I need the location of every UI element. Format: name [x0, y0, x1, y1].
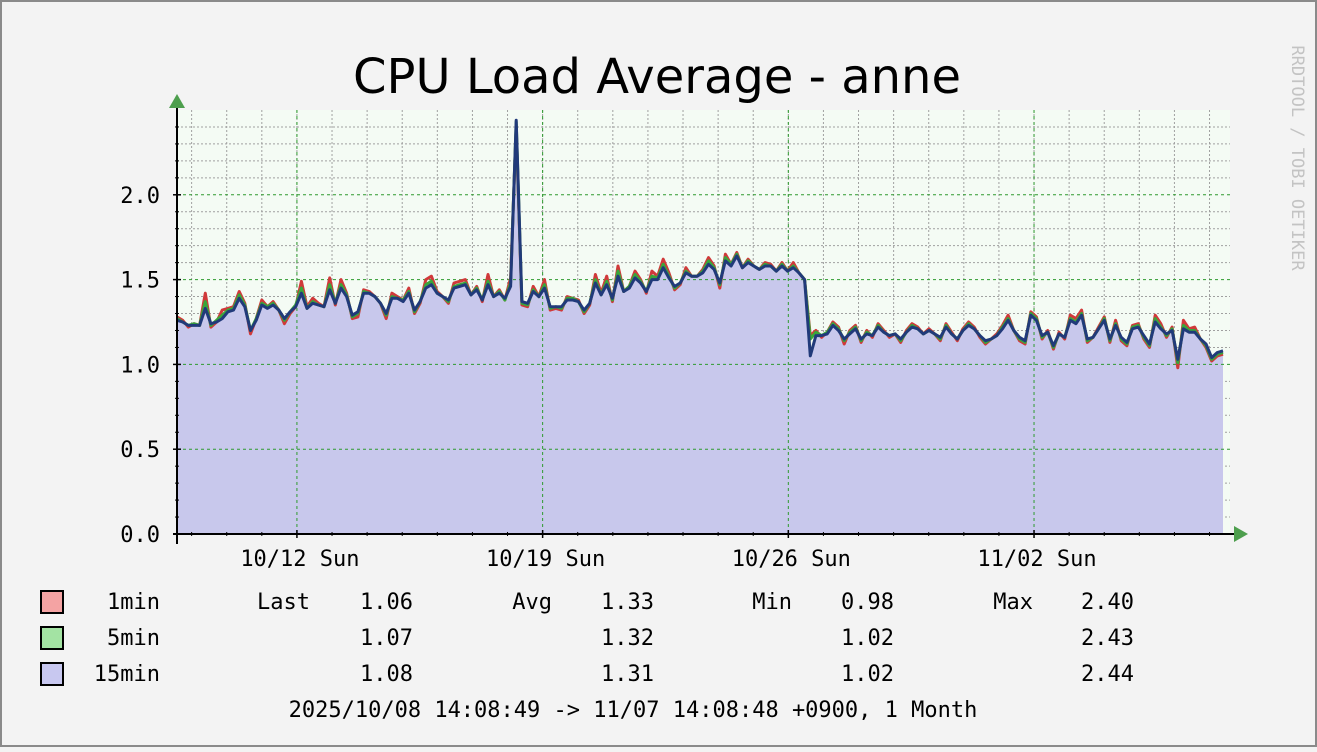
legend-avg-value: 1.31 — [601, 662, 654, 687]
x-tick-label: 10/26 Sun — [732, 547, 851, 572]
legend-avg-value: 1.33 — [601, 590, 654, 615]
legend-max-value: 2.44 — [1081, 662, 1134, 687]
legend-min-value: 0.98 — [841, 590, 894, 615]
legend-label-15min: 15min — [94, 662, 160, 687]
legend-avg-value: 1.32 — [601, 626, 654, 651]
legend-last-value: 1.08 — [360, 662, 413, 687]
y-axis-arrow-icon — [169, 94, 185, 108]
legend-last-label: Last — [257, 590, 310, 615]
legend-min-label: Min — [752, 590, 792, 615]
y-tick-label: 1.5 — [120, 269, 160, 294]
major-grid — [177, 110, 1230, 534]
chart-title: CPU Load Average - anne — [353, 49, 961, 105]
legend-min-value: 1.02 — [841, 626, 894, 651]
legend-label-1min: 1min — [107, 590, 160, 615]
x-axis-arrow-icon — [1234, 526, 1248, 542]
legend-last-value: 1.07 — [360, 626, 413, 651]
x-tick-label: 10/19 Sun — [486, 547, 605, 572]
series-15min-line — [176, 118, 1224, 361]
x-tick-label: 10/12 Sun — [240, 547, 359, 572]
time-range-label: 2025/10/08 14:08:49 -> 11/07 14:08:48 +0… — [289, 698, 978, 723]
legend-swatch-5min — [40, 626, 64, 650]
legend-avg-label: Avg — [512, 590, 552, 615]
y-tick-label: 0.0 — [120, 523, 160, 548]
area-15min — [177, 120, 1223, 534]
legend-last-value: 1.06 — [360, 590, 413, 615]
legend-max-value: 2.43 — [1081, 626, 1134, 651]
watermark: RRDTOOL / TOBI OETIKER — [1287, 45, 1307, 271]
y-tick-label: 0.5 — [120, 438, 160, 463]
legend-min-value: 1.02 — [841, 662, 894, 687]
legend-swatch-15min — [40, 662, 64, 686]
legend-max-value: 2.40 — [1081, 590, 1134, 615]
x-tick-label: 11/02 Sun — [977, 547, 1096, 572]
y-tick-label: 2.0 — [120, 184, 160, 209]
legend-swatch-1min — [40, 590, 64, 614]
legend-label-5min: 5min — [107, 626, 160, 651]
y-tick-label: 1.0 — [120, 353, 160, 378]
legend-max-label: Max — [993, 590, 1033, 615]
axis-ticks — [173, 126, 1211, 538]
